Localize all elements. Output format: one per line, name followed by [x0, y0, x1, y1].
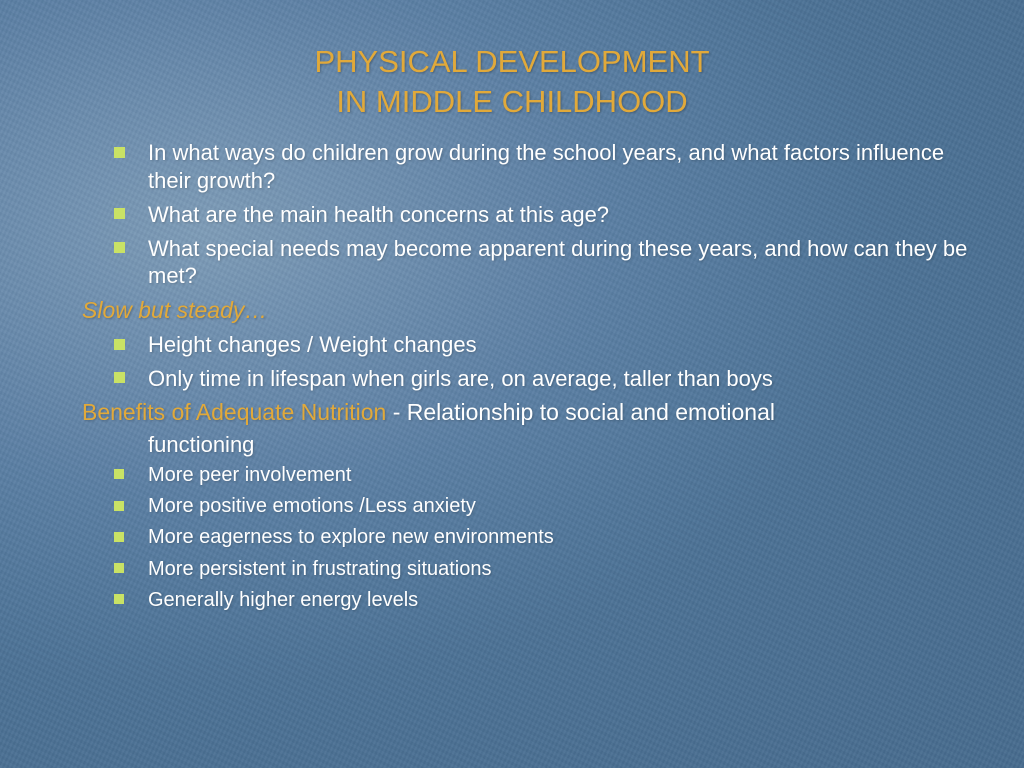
subheading-dash: - [386, 399, 406, 425]
subheading-nutrition: Benefits of Adequate Nutrition - Relatio… [82, 398, 976, 427]
bullet-text: More persistent in frustrating situation… [148, 558, 492, 580]
bullet-list-mid: Height changes / Weight changes Only tim… [48, 331, 976, 392]
list-item: More eagerness to explore new environmen… [114, 525, 976, 550]
bullet-list-bottom: More peer involvement More positive emot… [48, 463, 976, 613]
slide: PHYSICAL DEVELOPMENT IN MIDDLE CHILDHOOD… [0, 0, 1024, 768]
slide-body: In what ways do children grow during the… [48, 139, 976, 613]
subheading-nutrition-cont: functioning [148, 431, 976, 459]
list-item: More peer involvement [114, 463, 976, 488]
list-item: What special needs may become apparent d… [114, 235, 976, 290]
bullet-text: Only time in lifespan when girls are, on… [148, 366, 773, 391]
list-item: More persistent in frustrating situation… [114, 557, 976, 582]
bullet-text: Height changes / Weight changes [148, 332, 477, 357]
bullet-text: Generally higher energy levels [148, 589, 418, 611]
list-item: More positive emotions /Less anxiety [114, 494, 976, 519]
list-item: Height changes / Weight changes [114, 331, 976, 359]
list-item: What are the main health concerns at thi… [114, 201, 976, 229]
title-line2: IN MIDDLE CHILDHOOD [336, 84, 687, 119]
bullet-text: More peer involvement [148, 464, 351, 486]
title-line1: PHYSICAL DEVELOPMENT [314, 44, 709, 79]
bullet-text: What are the main health concerns at thi… [148, 202, 609, 227]
subheading-rest: Relationship to social and emotional [407, 399, 775, 425]
bullet-text: More eagerness to explore new environmen… [148, 526, 554, 548]
subheading-slow-steady: Slow but steady… [82, 296, 976, 325]
list-item: Generally higher energy levels [114, 588, 976, 613]
subheading-accent: Benefits of Adequate Nutrition [82, 399, 386, 425]
bullet-text: What special needs may become apparent d… [148, 236, 967, 289]
bullet-text: More positive emotions /Less anxiety [148, 495, 476, 517]
list-item: Only time in lifespan when girls are, on… [114, 365, 976, 393]
bullet-list-top: In what ways do children grow during the… [48, 139, 976, 290]
slide-title: PHYSICAL DEVELOPMENT IN MIDDLE CHILDHOOD [48, 42, 976, 121]
bullet-text: In what ways do children grow during the… [148, 140, 944, 193]
list-item: In what ways do children grow during the… [114, 139, 976, 194]
